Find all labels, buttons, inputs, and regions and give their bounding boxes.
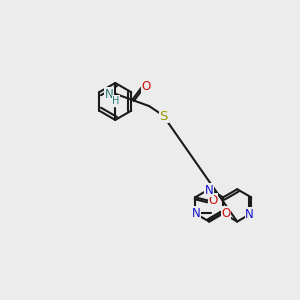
Text: O: O xyxy=(208,194,218,207)
Text: N: N xyxy=(192,207,200,220)
Text: N: N xyxy=(205,184,214,196)
Text: S: S xyxy=(160,110,168,123)
Text: O: O xyxy=(141,80,151,92)
Text: O: O xyxy=(221,207,231,220)
Text: N: N xyxy=(245,208,254,221)
Text: H: H xyxy=(112,96,120,106)
Text: N: N xyxy=(105,88,113,101)
